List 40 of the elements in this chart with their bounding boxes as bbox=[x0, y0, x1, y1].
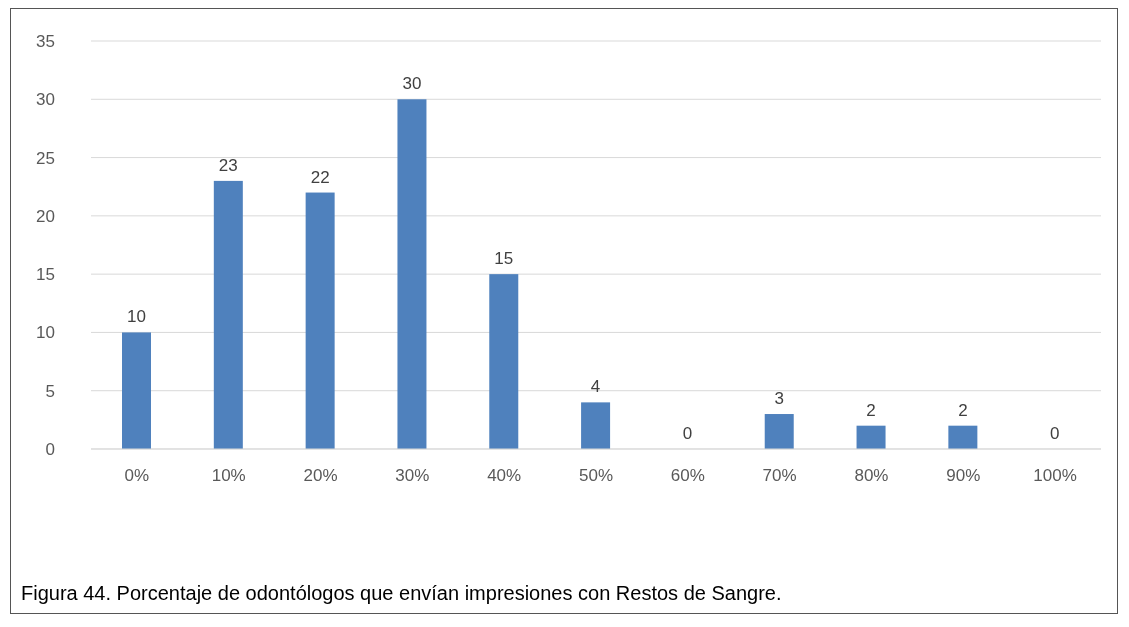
data-label: 22 bbox=[310, 167, 330, 187]
data-label: 2 bbox=[958, 400, 968, 420]
bar bbox=[489, 274, 519, 449]
data-label: 0 bbox=[682, 424, 693, 443]
x-tick-label: 100% bbox=[1033, 466, 1077, 486]
x-tick-label: 40% bbox=[487, 466, 522, 486]
y-tick-label: 30 bbox=[36, 90, 55, 110]
y-tick-label: 10 bbox=[36, 323, 55, 343]
data-label: 15 bbox=[494, 249, 514, 269]
y-tick-label: 5 bbox=[45, 381, 55, 401]
bar bbox=[305, 192, 335, 449]
x-tick-label: 70% bbox=[762, 466, 797, 486]
x-tick-label: 80% bbox=[854, 466, 889, 486]
y-tick-label: 20 bbox=[36, 206, 55, 226]
y-tick-label: 25 bbox=[36, 148, 55, 168]
x-tick-label: 10% bbox=[211, 466, 246, 486]
bar bbox=[213, 180, 243, 449]
data-label: 3 bbox=[774, 389, 784, 409]
x-tick-label: 50% bbox=[578, 466, 614, 486]
bar bbox=[856, 425, 886, 449]
x-tick-label: 90% bbox=[946, 466, 981, 486]
data-label: 2 bbox=[866, 400, 876, 420]
text: Figura 44. Porcentaje de odontólogos que envían impresiones con Restos de Sangre. bbox=[21, 582, 782, 605]
data-label: 10 bbox=[127, 307, 146, 327]
bar bbox=[122, 332, 151, 449]
y-tick-label: 35 bbox=[36, 32, 55, 52]
bar bbox=[397, 99, 427, 449]
data-label: 0 bbox=[1049, 424, 1060, 443]
bar bbox=[764, 414, 794, 449]
y-tick-label: 15 bbox=[36, 265, 55, 285]
data-label: 23 bbox=[218, 155, 238, 175]
x-tick-label: 30% bbox=[395, 466, 430, 486]
x-tick-label: 0% bbox=[124, 466, 150, 486]
data-label: 30 bbox=[402, 74, 422, 94]
x-tick-label: 20% bbox=[303, 466, 338, 486]
bar bbox=[948, 425, 978, 449]
data-label: 4 bbox=[590, 377, 601, 397]
bar bbox=[581, 402, 611, 449]
y-tick-label: 0 bbox=[45, 440, 55, 460]
x-tick-label: 60% bbox=[670, 466, 705, 486]
